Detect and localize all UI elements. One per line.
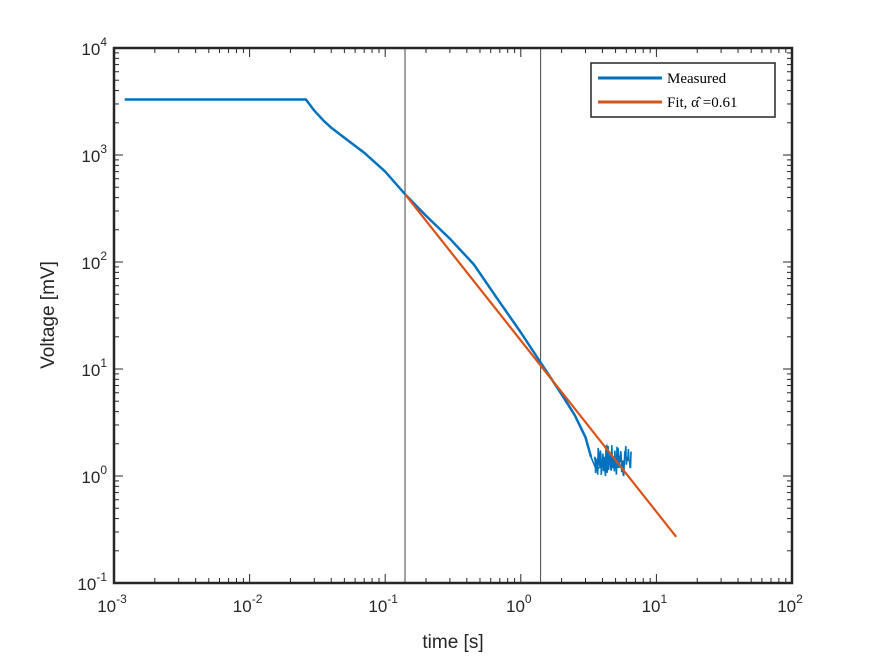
y-tick-base: 10 <box>81 147 100 166</box>
y-tick-base: 10 <box>81 361 100 380</box>
y-tick-label: 104 <box>81 35 107 59</box>
y-tick-base: 10 <box>81 468 100 487</box>
y-tick-base: 10 <box>77 575 96 594</box>
x-tick-base: 10 <box>506 597 525 616</box>
x-tick-exponent: 2 <box>796 592 803 606</box>
legend-label-fit: Fit, α̂ =0.61 <box>667 95 738 111</box>
y-tick-exponent: 4 <box>100 35 107 49</box>
x-tick-label: 102 <box>777 592 803 616</box>
x-tick-exponent: -1 <box>387 592 398 606</box>
y-tick-exponent: 3 <box>100 142 107 156</box>
x-tick-label: 10-2 <box>233 592 263 616</box>
y-tick-exponent: 2 <box>100 249 107 263</box>
x-tick-exponent: -3 <box>116 592 127 606</box>
x-tick-label: 10-1 <box>368 592 398 616</box>
y-tick-label: 10-1 <box>77 570 107 594</box>
x-tick-labels: 10-3 10-2 10-1 100 101 102 <box>97 592 803 616</box>
series-layer <box>124 98 678 538</box>
x-tick-base: 10 <box>642 597 661 616</box>
vertical-markers <box>404 48 542 583</box>
legend-box <box>590 62 776 118</box>
legend: Measured Fit, α̂ =0.61 <box>590 62 776 118</box>
x-tick-base: 10 <box>368 597 387 616</box>
x-tick-label: 101 <box>642 592 668 616</box>
y-tick-label: 101 <box>81 356 107 380</box>
series-fit-line <box>404 193 678 538</box>
x-tick-base: 10 <box>97 597 116 616</box>
y-tick-exponent: 1 <box>100 356 107 370</box>
x-tick-base: 10 <box>233 597 252 616</box>
y-tick-label: 102 <box>81 249 107 273</box>
series-measured-noise <box>590 443 632 477</box>
y-tick-exponent: 0 <box>100 463 107 477</box>
x-tick-label: 100 <box>506 592 532 616</box>
x-tick-exponent: -2 <box>252 592 263 606</box>
legend-label-measured: Measured <box>667 71 727 87</box>
y-tick-label: 103 <box>81 142 107 166</box>
x-axis-label: time [s] <box>422 632 483 653</box>
plot-area <box>114 48 792 583</box>
x-tick-label: 10-3 <box>97 592 127 616</box>
y-axis-label: Voltage [mV] <box>38 261 59 369</box>
y-tick-exponent: -1 <box>96 570 107 584</box>
y-tick-label: 100 <box>81 463 107 487</box>
y-tick-base: 10 <box>81 254 100 273</box>
plot-frame <box>112 46 794 585</box>
x-tick-base: 10 <box>777 597 796 616</box>
y-tick-base: 10 <box>81 40 100 59</box>
x-tick-exponent: 0 <box>525 592 532 606</box>
x-tick-exponent: 1 <box>661 592 668 606</box>
